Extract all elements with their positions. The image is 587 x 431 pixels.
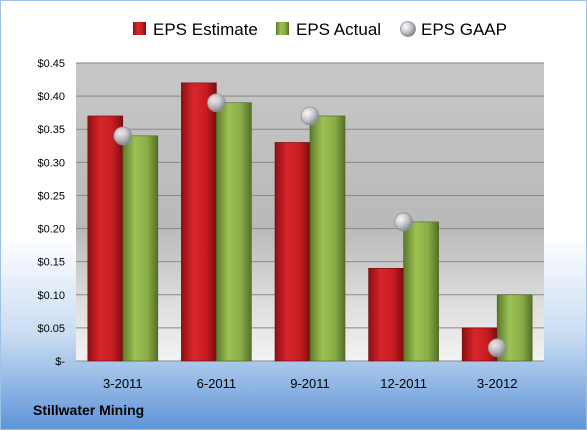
- bars: [87, 82, 533, 362]
- x-tick-label: 3-2012: [477, 376, 517, 391]
- y-tick-label: $0.35: [37, 124, 65, 136]
- legend: EPS Estimate EPS Actual EPS GAAP: [133, 20, 507, 39]
- legend-swatch: [276, 22, 289, 35]
- legend-item-eps-gaap: EPS GAAP: [400, 20, 507, 39]
- y-tick-label: $0.45: [37, 58, 65, 70]
- eps-gaap-marker: [206, 93, 226, 113]
- legend-swatch: [400, 21, 416, 37]
- eps-estimate-bar: [274, 142, 311, 362]
- eps-estimate-bar: [368, 267, 404, 362]
- y-axis: $- $0.05 $0.10 $0.15 $0.20 $0.25 $0.30 $0.35 $0.…: [37, 58, 65, 368]
- legend-label: EPS Estimate: [153, 20, 258, 39]
- eps-estimate-bar: [87, 115, 124, 362]
- y-tick-label: $0.30: [37, 157, 65, 169]
- legend-item-eps-estimate: EPS Estimate: [133, 20, 258, 39]
- y-tick-label: $0.15: [37, 257, 65, 269]
- legend-swatch: [133, 22, 146, 35]
- legend-label: EPS GAAP: [421, 20, 507, 39]
- legend-item-eps-actual: EPS Actual: [276, 20, 381, 39]
- eps-actual-bar: [216, 102, 252, 362]
- eps-actual-bar: [309, 115, 346, 362]
- company-name: Stillwater Mining: [33, 402, 145, 418]
- x-tick-label: 9-2011: [290, 376, 330, 391]
- legend-label: EPS Actual: [296, 20, 381, 39]
- y-tick-label: $0.25: [37, 190, 65, 202]
- x-tick-label: 6-2011: [197, 376, 237, 391]
- eps-gaap-marker: [113, 126, 133, 146]
- eps-actual-bar: [403, 221, 439, 362]
- gaap-markers: [113, 93, 507, 358]
- eps-actual-bar: [122, 135, 159, 362]
- eps-estimate-bar: [181, 82, 217, 362]
- eps-gaap-marker: [300, 106, 320, 126]
- y-tick-label: $-: [55, 356, 65, 368]
- x-tick-label: 12-2011: [380, 376, 427, 391]
- y-tick-label: $0.40: [37, 91, 65, 103]
- x-axis: 3-2011 6-2011 9-2011 12-2011 3-2012: [103, 376, 517, 391]
- eps-gaap-marker: [394, 212, 414, 232]
- y-tick-label: $0.10: [37, 290, 65, 302]
- eps-gaap-marker: [487, 338, 507, 358]
- y-tick-label: $0.20: [37, 224, 65, 236]
- y-tick-label: $0.05: [37, 323, 65, 335]
- x-tick-label: 3-2011: [103, 376, 143, 391]
